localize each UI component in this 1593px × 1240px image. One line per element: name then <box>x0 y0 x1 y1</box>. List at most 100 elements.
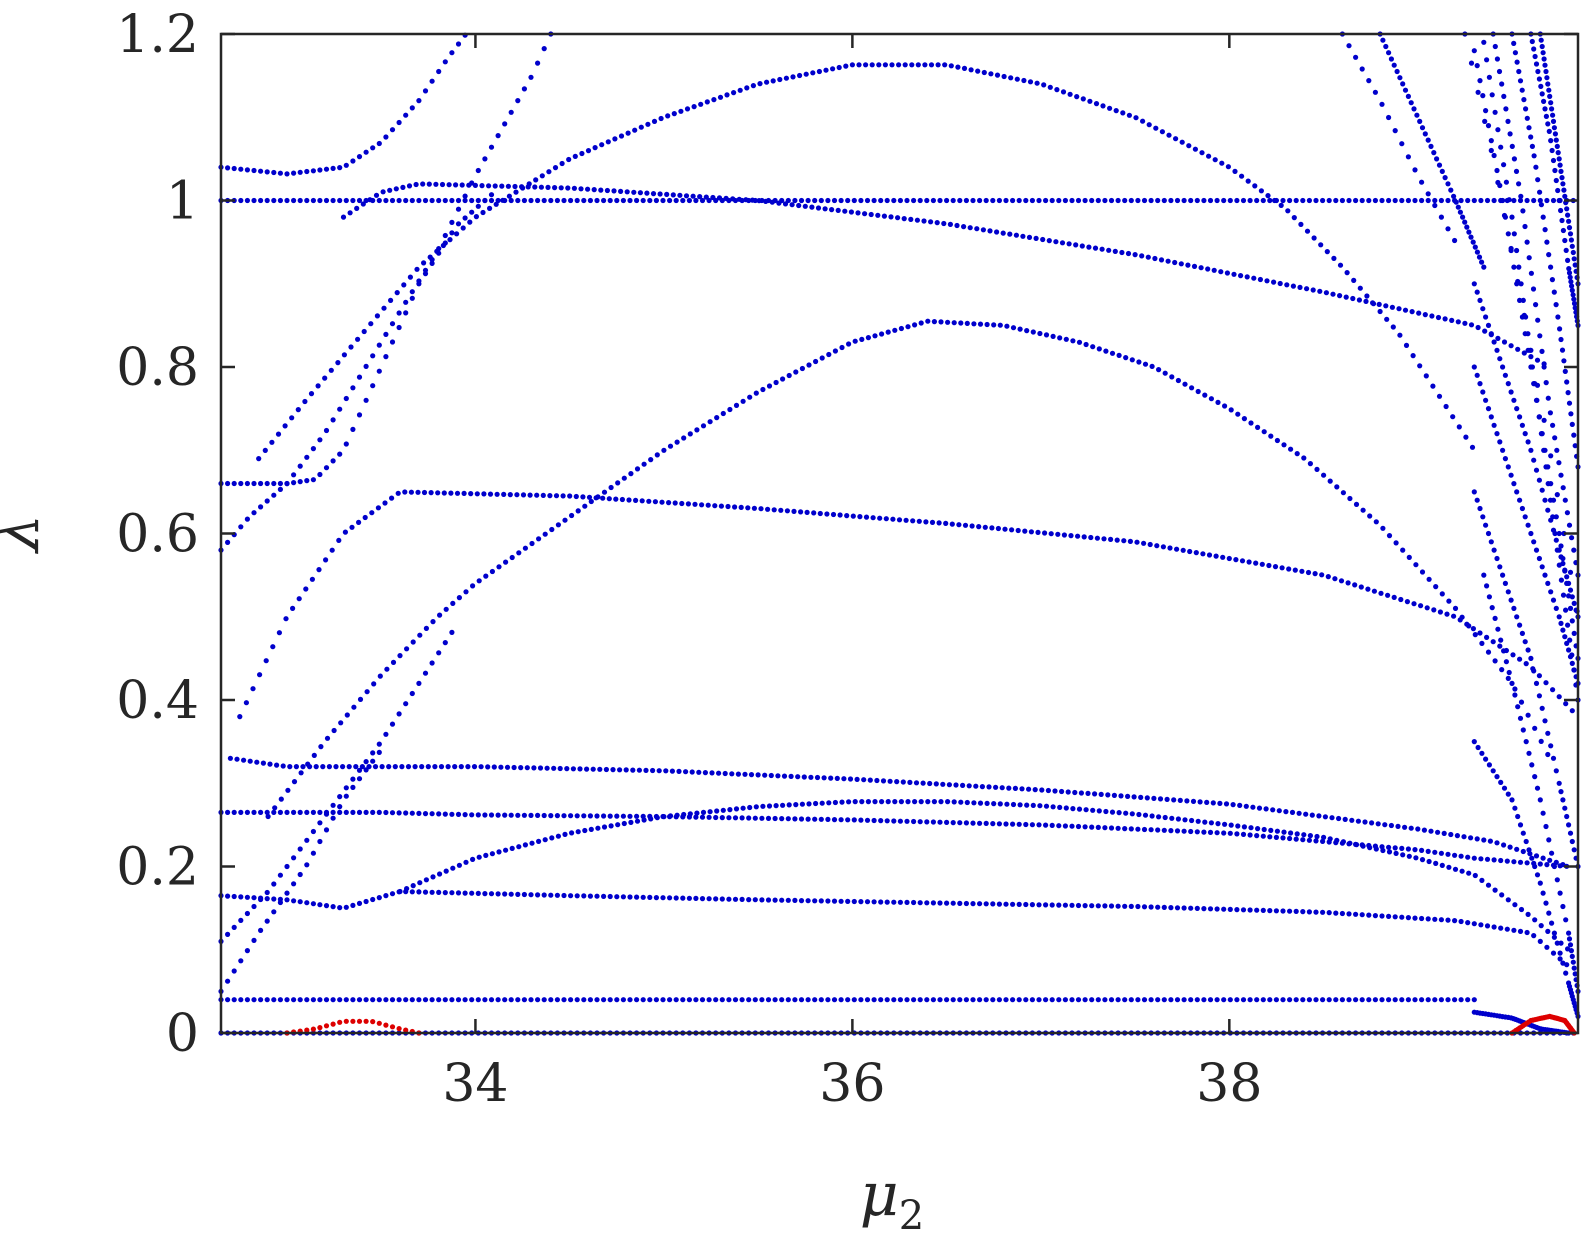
data-point <box>1545 395 1551 401</box>
data-point <box>356 374 363 380</box>
data-point <box>1280 997 1286 1003</box>
data-point <box>459 182 465 188</box>
data-point <box>673 197 679 204</box>
data-point <box>389 339 396 345</box>
data-point <box>1074 94 1080 100</box>
data-point <box>855 210 861 216</box>
data-point <box>539 173 545 179</box>
data-point <box>277 486 283 492</box>
data-point <box>653 197 660 204</box>
data-point <box>667 895 673 901</box>
data-point <box>343 809 349 816</box>
data-point <box>769 199 775 205</box>
data-point <box>250 686 256 692</box>
data-point <box>396 1026 402 1032</box>
data-point <box>231 968 237 974</box>
data-point <box>1394 68 1400 75</box>
data-point <box>1488 331 1494 337</box>
data-point <box>1466 623 1472 629</box>
data-point <box>1491 547 1497 553</box>
data-point <box>726 815 732 821</box>
data-point <box>362 514 368 521</box>
data-point <box>1392 914 1398 920</box>
data-point <box>1207 906 1214 912</box>
data-point <box>479 183 485 189</box>
data-point <box>1417 118 1423 124</box>
data-point <box>1338 578 1345 584</box>
data-point <box>396 889 402 895</box>
data-point <box>717 94 724 100</box>
data-point <box>1254 197 1260 204</box>
data-point <box>1380 847 1386 854</box>
data-point <box>1073 242 1079 248</box>
data-point <box>538 184 545 190</box>
data-point <box>719 896 725 902</box>
data-point <box>1392 197 1398 204</box>
data-point <box>1481 39 1487 45</box>
data-point <box>1504 858 1510 864</box>
data-point <box>829 207 835 213</box>
data-point <box>1200 551 1206 557</box>
data-point <box>1566 522 1573 528</box>
data-point <box>363 149 369 155</box>
data-point <box>660 895 666 901</box>
data-point <box>1201 829 1207 835</box>
data-point <box>1540 810 1546 816</box>
data-point <box>488 192 495 198</box>
data-point <box>597 766 603 772</box>
data-point <box>601 197 607 204</box>
data-point <box>1004 323 1010 329</box>
data-point <box>508 891 514 897</box>
data-point <box>1010 325 1017 331</box>
data-point <box>1096 346 1102 352</box>
data-point <box>521 86 528 92</box>
data-point <box>1214 830 1220 836</box>
data-point <box>350 776 356 782</box>
data-point <box>1175 377 1181 384</box>
data-point <box>1431 150 1437 156</box>
data-point <box>337 451 343 457</box>
data-point <box>1049 997 1055 1003</box>
data-point <box>620 894 627 900</box>
data-point <box>254 759 260 765</box>
data-point <box>1095 197 1101 204</box>
data-point <box>324 735 331 741</box>
data-point <box>1456 424 1462 430</box>
data-point <box>1347 495 1353 502</box>
data-point <box>878 899 884 905</box>
data-point <box>775 773 781 779</box>
data-point <box>1188 997 1194 1003</box>
data-point <box>1485 530 1492 537</box>
data-point <box>971 800 977 806</box>
data-point <box>1392 128 1398 134</box>
data-point <box>615 822 621 828</box>
data-point <box>569 512 575 519</box>
data-point <box>953 782 959 788</box>
data-point <box>925 318 931 324</box>
data-point <box>1542 106 1548 112</box>
data-point <box>1400 81 1406 87</box>
data-point <box>488 997 495 1003</box>
data-point <box>1285 208 1291 214</box>
data-point <box>1550 597 1557 603</box>
data-point <box>819 355 825 361</box>
data-point <box>1567 830 1574 836</box>
data-point <box>786 372 792 379</box>
data-point <box>1425 997 1431 1003</box>
data-point <box>537 765 544 771</box>
data-point <box>1015 527 1021 534</box>
data-point <box>996 901 1003 907</box>
data-point <box>1405 154 1411 160</box>
data-point <box>548 997 554 1003</box>
data-point <box>284 481 290 487</box>
data-point <box>1419 125 1426 131</box>
data-point <box>429 260 435 266</box>
data-point <box>264 197 270 204</box>
data-point <box>683 769 689 775</box>
data-point <box>1445 197 1451 204</box>
data-point <box>554 997 561 1003</box>
data-point <box>759 997 765 1003</box>
data-point <box>812 197 818 204</box>
data-point <box>1322 814 1328 820</box>
data-point <box>1480 93 1486 99</box>
